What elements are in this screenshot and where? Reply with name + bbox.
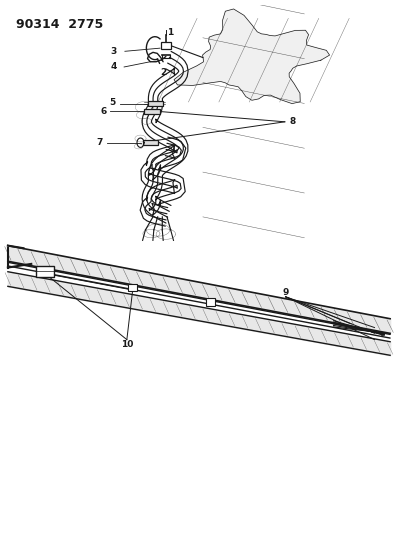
Text: 8: 8 (289, 117, 296, 126)
Bar (148, 101, 163, 106)
Bar (36, 265, 53, 277)
Bar (144, 109, 160, 114)
Text: A: A (149, 164, 154, 173)
Text: 9: 9 (283, 288, 289, 297)
Bar (143, 140, 158, 145)
Text: 90314  2775: 90314 2775 (16, 19, 103, 31)
Text: 3: 3 (111, 47, 117, 56)
Text: 7: 7 (96, 138, 103, 147)
Text: 1: 1 (167, 28, 173, 37)
Bar (161, 42, 170, 49)
Text: 6: 6 (100, 107, 107, 116)
Text: 4: 4 (111, 62, 117, 71)
Bar (128, 284, 137, 291)
Bar (206, 298, 215, 306)
Text: 2: 2 (160, 68, 166, 77)
Polygon shape (174, 9, 330, 103)
Text: 5: 5 (109, 98, 115, 107)
Text: 10: 10 (121, 341, 133, 349)
